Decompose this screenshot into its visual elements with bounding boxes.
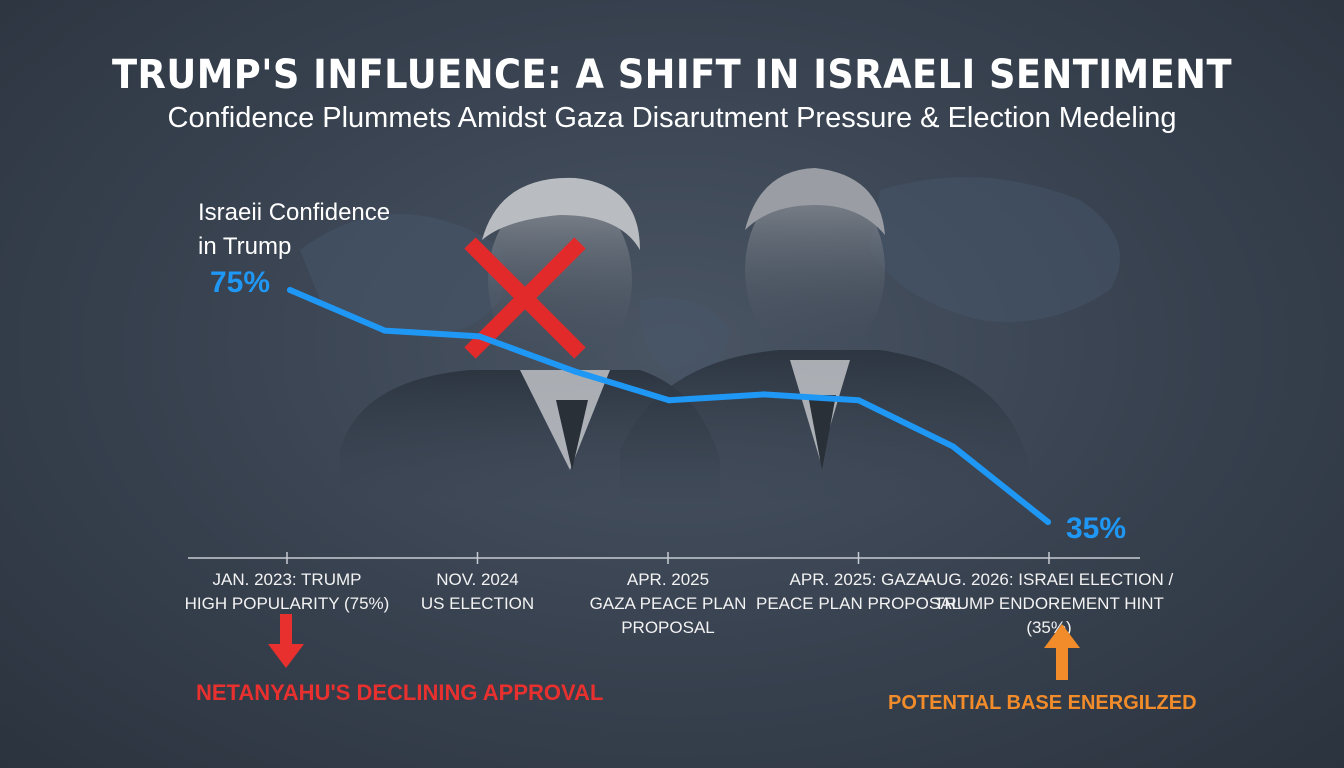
start-value-label: 75% xyxy=(210,266,271,299)
data-point xyxy=(760,391,767,398)
data-point xyxy=(855,397,862,404)
netanyahu-annotation: NETANYAHU'S DECLINING APPROVAL xyxy=(196,680,604,705)
series-label: Israeii Confidence in Trump xyxy=(198,199,391,260)
x-tick-label: APR. 2025 GAZA PEACE PLAN PROPOSAL xyxy=(589,570,747,637)
base-energized-annotation: POTENTIAL BASE ENERGILZED xyxy=(888,692,1197,714)
data-point xyxy=(571,368,578,375)
chart-subtitle: Confidence Plummets Amidst Gaza Disarutm… xyxy=(167,102,1177,134)
data-point xyxy=(476,333,483,340)
data-point xyxy=(950,443,957,450)
series-line xyxy=(287,287,1051,525)
red-x-icon xyxy=(464,237,586,359)
x-tick-label: JAN. 2023: TRUMP HIGH POPULARITY (75%) xyxy=(184,570,390,613)
x-tick-label: AUG. 2026: ISRAEI ELECTION / TRUMP ENDOR… xyxy=(924,570,1174,637)
x-tick-label: APR. 2025: GAZA PEACE PLAN PROPOSAL xyxy=(755,570,962,613)
data-point xyxy=(287,287,293,293)
data-point xyxy=(381,327,388,334)
data-point xyxy=(1045,519,1051,525)
x-tick-label: NOV. 2024 US ELECTION xyxy=(420,570,535,613)
end-value-label: 35% xyxy=(1066,512,1127,545)
data-point xyxy=(666,397,672,404)
chart-title: TRUMP'S INFLUENCE: A SHIFT IN ISRAELI SE… xyxy=(111,52,1233,98)
down-arrow-icon xyxy=(268,614,304,668)
up-arrow-icon xyxy=(1044,624,1080,680)
